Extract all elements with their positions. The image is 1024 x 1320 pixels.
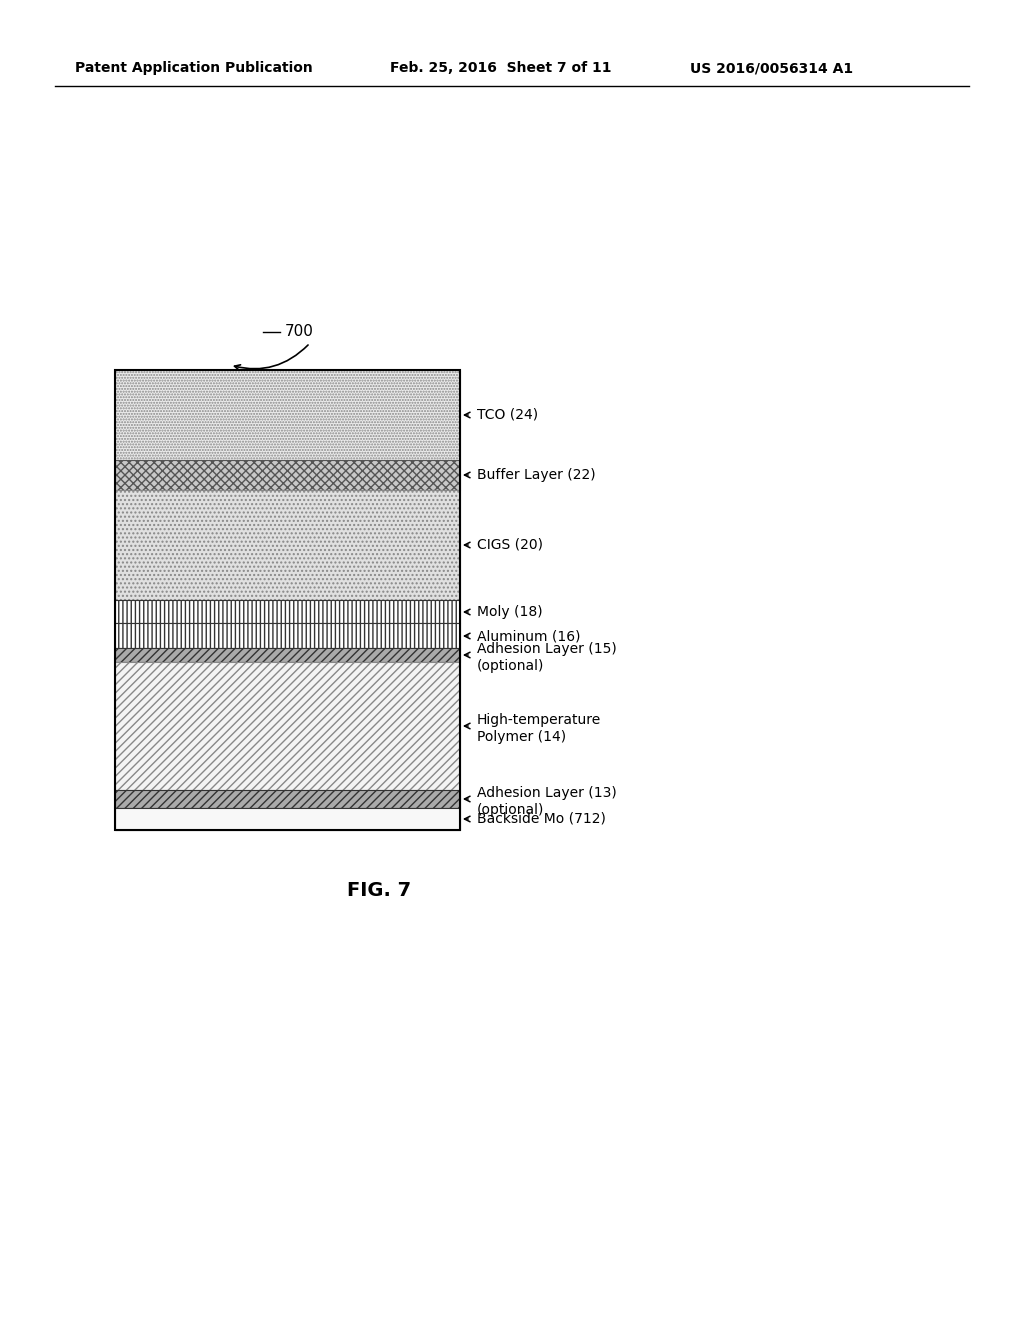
Text: Aluminum (16): Aluminum (16) [477, 630, 581, 643]
Bar [115, 648, 460, 663]
Text: FIG. 7: FIG. 7 [347, 880, 411, 899]
Text: Polymer (14): Polymer (14) [477, 730, 566, 744]
Text: TCO (24): TCO (24) [477, 408, 539, 422]
Text: Adhesion Layer (15): Adhesion Layer (15) [477, 642, 616, 656]
Text: US 2016/0056314 A1: US 2016/0056314 A1 [690, 61, 853, 75]
Text: (optional): (optional) [477, 659, 545, 673]
Bar [115, 623, 460, 648]
Text: Patent Application Publication: Patent Application Publication [75, 61, 312, 75]
Text: Buffer Layer (22): Buffer Layer (22) [477, 469, 596, 482]
Text: Backside Mo (712): Backside Mo (712) [477, 812, 606, 826]
Bar [115, 601, 460, 623]
Bar [115, 370, 460, 830]
Text: Moly (18): Moly (18) [477, 605, 543, 619]
Text: CIGS (20): CIGS (20) [477, 539, 543, 552]
Text: 700: 700 [285, 325, 314, 339]
Bar [115, 808, 460, 830]
Text: Feb. 25, 2016  Sheet 7 of 11: Feb. 25, 2016 Sheet 7 of 11 [390, 61, 611, 75]
Text: Adhesion Layer (13): Adhesion Layer (13) [477, 785, 616, 800]
Text: High-temperature: High-temperature [477, 713, 601, 727]
Text: (optional): (optional) [477, 803, 545, 817]
Bar [115, 370, 460, 459]
Bar [115, 490, 460, 601]
Bar [115, 459, 460, 490]
Bar [115, 789, 460, 808]
Bar [115, 663, 460, 789]
